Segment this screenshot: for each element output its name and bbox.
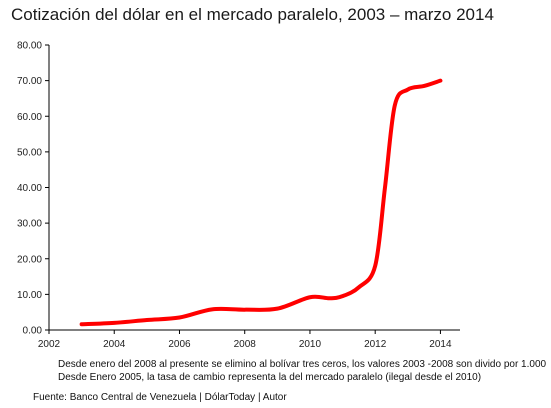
y-tick-label: 80.00 [17,41,42,52]
y-tick-label: 60.00 [17,112,42,123]
y-tick-label: 40.00 [17,183,42,194]
y-tick-label: 30.00 [17,219,42,230]
source-credit: Fuente: Banco Central de Venezuela | Dól… [33,392,287,403]
x-tick-label: 2010 [299,339,322,350]
x-tick-label: 2002 [38,339,61,350]
footnote-1: Desde enero del 2008 al presente se elim… [58,359,547,370]
y-tick-label: 20.00 [17,254,42,265]
series-line [79,78,443,327]
footnote-2: Desde Enero 2005, la tasa de cambio repr… [58,372,482,383]
x-tick-label: 2008 [234,339,257,350]
y-tick-label: 50.00 [17,147,42,158]
y-tick-label: 10.00 [17,290,42,301]
chart-title: Cotización del dólar en el mercado paral… [11,5,494,24]
x-tick-label: 2012 [364,339,387,350]
x-tick-label: 2014 [429,339,452,350]
y-tick-label: 0.00 [23,326,43,337]
x-tick-label: 2006 [168,339,191,350]
y-tick-label: 70.00 [17,76,42,87]
x-tick-label: 2004 [103,339,126,350]
